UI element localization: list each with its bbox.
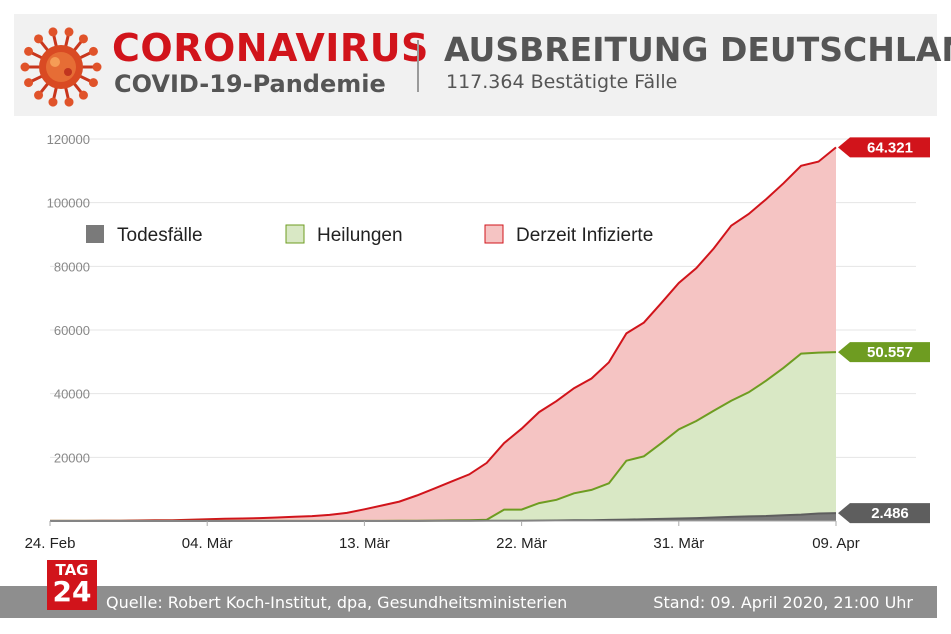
deaths-area [50, 513, 836, 521]
header-divider [417, 40, 419, 92]
virus-spike-tip [24, 46, 34, 56]
confirmed-cases: 117.364 Bestätigte Fälle [446, 71, 678, 93]
end-value-recovered: 50.557 [867, 344, 913, 361]
end-label-recovered: 50.557 [838, 342, 930, 363]
legend-swatch-infected [484, 224, 504, 244]
x-tick-label: 24. Feb [25, 535, 76, 552]
logo-text-bottom: 24 [52, 575, 92, 608]
legend-label-recovered: Heilungen [317, 225, 403, 246]
virus-spike-tip [48, 27, 58, 37]
area-chart: 20000 40000 60000 80000 100000 120000 24. Feb… [25, 132, 930, 552]
coronavirus-icon [20, 27, 102, 107]
end-label-total: 64.321 [838, 137, 930, 158]
end-label-deaths: 2.486 [838, 503, 930, 524]
x-tick-label: 09. Apr [812, 535, 860, 552]
virus-spike-tip [48, 97, 58, 107]
y-tick-label: 20000 [54, 450, 90, 465]
x-tick-label: 04. Mär [182, 535, 233, 552]
stand-timestamp: Stand: 09. April 2020, 21:00 Uhr [653, 593, 913, 612]
virus-spike-tip [64, 27, 74, 37]
legend-swatch-recovered [285, 224, 305, 244]
virus-spike-tip [88, 46, 98, 56]
virus-spike-tip [78, 34, 88, 44]
y-tick-label: 100000 [47, 196, 90, 211]
virus-spike-tip [78, 90, 88, 100]
y-tick-label: 60000 [54, 323, 90, 338]
virus-spike-tip [34, 90, 44, 100]
x-tick-label: 13. Mär [339, 535, 390, 552]
y-tick-label: 80000 [54, 259, 90, 274]
legend: Todesfälle Heilungen Derzeit Infizierte [86, 224, 653, 246]
brand-title: CORONAVIRUS [112, 26, 429, 70]
header-banner: CORONAVIRUS COVID-19-Pandemie AUSBREITUN… [14, 14, 951, 116]
end-value-total: 64.321 [867, 139, 913, 156]
legend-label-infected: Derzeit Infizierte [516, 225, 653, 246]
source-note: Quelle: Robert Koch-Institut, dpa, Gesun… [106, 593, 568, 612]
virus-spike-tip [88, 78, 98, 88]
recovered-area [50, 352, 836, 521]
y-axis-ticks: 20000 40000 60000 80000 100000 120000 [47, 132, 90, 465]
y-tick-label: 120000 [47, 132, 90, 147]
logo-text-top: TAG [55, 561, 89, 579]
virus-spike-tip [20, 62, 30, 72]
end-value-deaths: 2.486 [871, 505, 909, 522]
x-tick-label: 31. Mär [653, 535, 704, 552]
infected-area [50, 147, 836, 521]
x-axis-ticks: 24. Feb 04. Mär 13. Mär 22. Mär 31. Mär 09. A… [25, 521, 860, 552]
tag24-logo[interactable]: TAG 24 [47, 560, 97, 610]
legend-swatch-deaths [86, 225, 104, 243]
virus-spike-tip [92, 62, 102, 72]
topic-title: AUSBREITUNG DEUTSCHLAND [444, 30, 951, 69]
brand-subtitle: COVID-19-Pandemie [114, 70, 386, 98]
virus-spike-tip [34, 34, 44, 44]
footer-bar [0, 586, 937, 618]
virus-spike-tip [24, 78, 34, 88]
virus-spike-tip [64, 97, 74, 107]
y-tick-label: 40000 [54, 387, 90, 402]
legend-label-deaths: Todesfälle [117, 225, 203, 246]
x-tick-label: 22. Mär [496, 535, 547, 552]
